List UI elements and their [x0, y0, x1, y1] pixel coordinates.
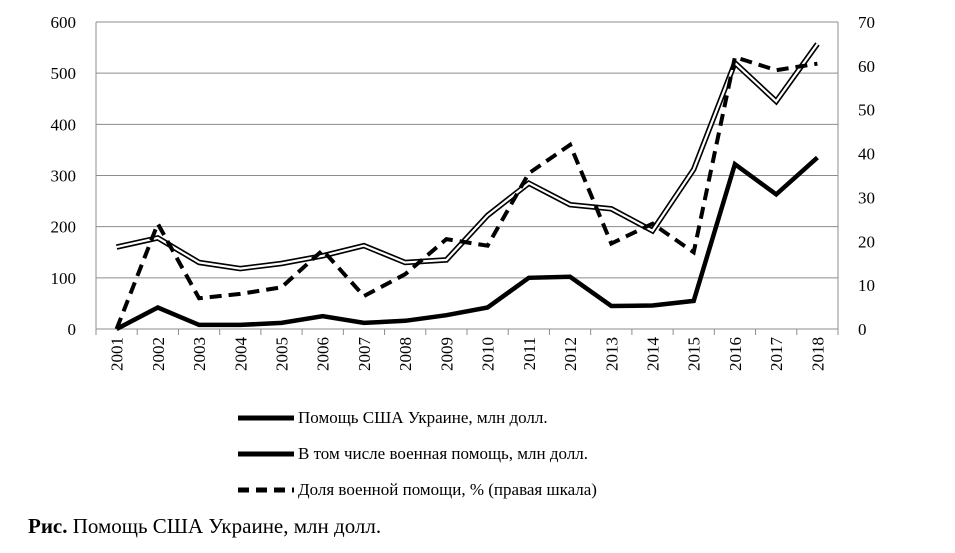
x-tick-label: 2005 — [273, 337, 292, 371]
x-tick-label: 2010 — [479, 337, 498, 371]
x-tick-label: 2015 — [685, 337, 704, 371]
series-line-total-inner — [116, 43, 819, 270]
right-tick-label: 30 — [858, 188, 875, 207]
left-tick-label: 300 — [51, 167, 77, 186]
x-tick-label: 2003 — [190, 337, 209, 371]
right-tick-label: 10 — [858, 276, 875, 295]
gridlines — [96, 21, 838, 330]
right-tick-label: 60 — [858, 57, 875, 76]
x-tick-label: 2004 — [231, 337, 250, 372]
left-tick-label: 100 — [51, 269, 77, 288]
left-tick-label: 600 — [51, 13, 77, 32]
x-tick-label: 2009 — [437, 337, 456, 371]
left-tick-label: 0 — [68, 320, 77, 339]
legend-label-share: Доля военной помощи, % (правая шкала) — [298, 480, 597, 499]
x-tick-label: 2001 — [108, 337, 127, 371]
series-line-military — [115, 155, 819, 331]
x-tick-label: 2017 — [767, 337, 786, 372]
legend-item-share: Доля военной помощи, % (правая шкала) — [238, 472, 597, 508]
left-axis-ticks: 0 100 200 300 400 500 600 — [51, 13, 77, 339]
right-tick-label: 70 — [858, 13, 875, 32]
x-tick-label: 2014 — [644, 337, 663, 372]
x-tick-label: 2012 — [561, 337, 580, 371]
right-tick-label: 40 — [858, 145, 875, 164]
left-tick-label: 200 — [51, 218, 77, 237]
figure-caption: Рис. Помощь США Украине, млн долл. — [28, 514, 381, 539]
legend-item-military: В том числе военная помощь, млн долл. — [238, 436, 597, 472]
chart: 0 100 200 300 400 500 600 0 10 20 30 40 50 60 70 2001… — [51, 13, 876, 372]
x-tick-label: 2018 — [808, 337, 827, 371]
right-tick-label: 50 — [858, 101, 875, 120]
right-axis-ticks: 0 10 20 30 40 50 60 70 — [858, 13, 875, 339]
legend-swatch-total — [238, 415, 294, 421]
x-axis-ticks: 2001 2002 2003 2004 2005 2006 2007 2008 2009 2010… — [95, 329, 839, 372]
series-line-share — [114, 54, 818, 330]
legend-swatch-military — [238, 451, 294, 457]
right-tick-label: 0 — [858, 320, 867, 339]
legend: Помощь США Украине, млн долл. В том числ… — [238, 400, 597, 508]
x-tick-label: 2011 — [520, 337, 539, 370]
legend-item-total: Помощь США Украине, млн долл. — [238, 400, 597, 436]
left-tick-label: 500 — [51, 64, 77, 83]
series-lines — [114, 42, 820, 331]
caption-text: Помощь США Украине, млн долл. — [67, 514, 382, 538]
x-tick-label: 2007 — [355, 337, 374, 372]
caption-prefix: Рис. — [28, 514, 68, 538]
x-tick-label: 2008 — [396, 337, 415, 371]
x-tick-label: 2013 — [602, 337, 621, 371]
legend-swatch-share — [238, 487, 294, 493]
x-tick-label: 2006 — [314, 337, 333, 371]
left-tick-label: 400 — [51, 115, 77, 134]
x-tick-label: 2016 — [726, 337, 745, 371]
legend-label-military: В том числе военная помощь, млн долл. — [298, 444, 589, 463]
legend-label-total: Помощь США Украине, млн долл. — [298, 408, 548, 427]
x-tick-label: 2002 — [149, 337, 168, 371]
right-tick-label: 20 — [858, 232, 875, 251]
